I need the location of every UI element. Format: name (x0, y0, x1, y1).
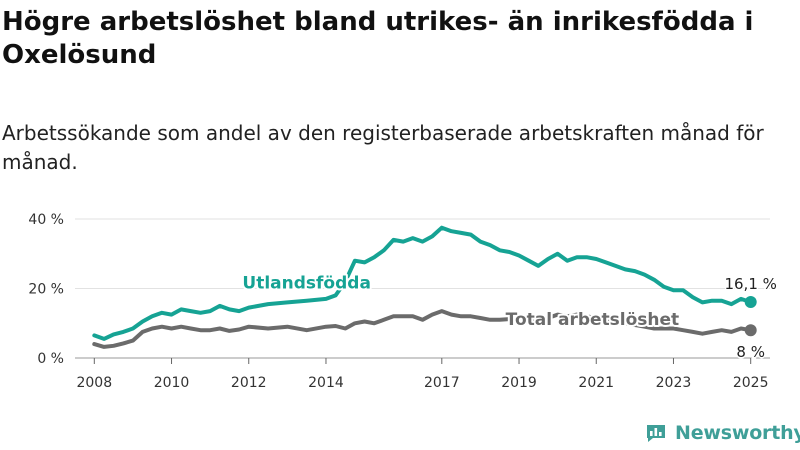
x-tick-label: 2014 (308, 375, 344, 391)
x-tick-label: 2021 (578, 375, 614, 391)
x-tick-label: 2008 (76, 375, 112, 391)
brand: Newsworthy (645, 420, 800, 446)
x-tick-label: 2017 (424, 375, 460, 391)
y-tick-label: 0 % (37, 351, 64, 367)
series-label: Total arbetslöshet (506, 310, 680, 330)
end-point-dot (744, 296, 757, 309)
x-tick-label: 2012 (231, 375, 267, 391)
end-value-label: 16,1 % (724, 275, 776, 293)
end-value-label: 8 % (736, 343, 765, 361)
series-label: Utlandsfödda (242, 274, 371, 294)
chart-title: Högre arbetslöshet bland utrikes- än inr… (2, 7, 754, 70)
chart-subtitle: Arbetssökande som andel av den registerb… (2, 121, 764, 174)
x-tick-label: 2025 (733, 375, 769, 391)
x-tick-label: 2010 (154, 375, 190, 391)
y-tick-label: 40 % (28, 212, 64, 228)
y-tick-label: 20 % (28, 282, 64, 298)
end-point-dot (744, 324, 757, 337)
x-tick-label: 2023 (656, 375, 692, 391)
x-tick-label: 2019 (501, 375, 537, 391)
series-line-1 (92, 309, 753, 349)
brand-name: Newsworthy (675, 422, 800, 444)
newsworthy-logo-icon (647, 425, 665, 442)
series-line-0 (92, 225, 753, 341)
